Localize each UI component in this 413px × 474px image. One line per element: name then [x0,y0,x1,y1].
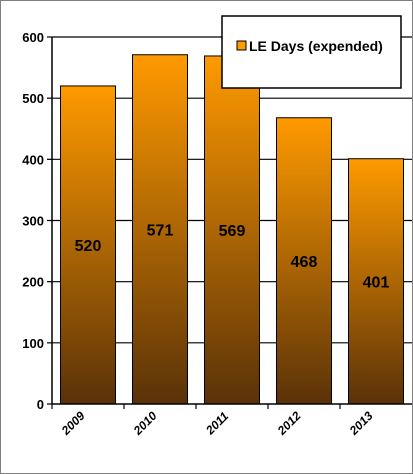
y-tick-labels: 0 100 200 300 400 500 600 [22,30,44,412]
x-tick-label-2012: 2012 [274,409,304,439]
bar-2011 [204,55,260,405]
x-tick-label-2013: 2013 [346,409,376,439]
x-tick-label-2009: 2009 [58,409,88,439]
y-tick-label-300: 300 [22,214,44,229]
y-tick-label-200: 200 [22,275,44,290]
legend-swatch [236,40,247,51]
bar-2013 [348,158,404,405]
data-label-2009: 520 [75,238,102,255]
data-label-2011: 569 [219,223,246,240]
y-tick-label-600: 600 [22,30,44,45]
x-tick-labels: 2009 2010 2011 2012 2013 [58,409,376,439]
data-label-2012: 468 [291,254,318,271]
legend-label: LE Days (expended) [249,38,383,54]
legend: LE Days (expended) [221,15,402,89]
bars [60,54,404,405]
y-tick-label-100: 100 [22,336,44,351]
y-tick-label-500: 500 [22,91,44,106]
x-tick-label-2010: 2010 [130,409,160,439]
x-tick-label-2011: 2011 [202,409,231,438]
y-tick-label-0: 0 [37,397,44,412]
axes [51,37,412,409]
y-tick-label-400: 400 [22,152,44,167]
legend-box [221,15,402,89]
data-label-2013: 401 [363,274,390,291]
data-labels: 520 571 569 468 401 [75,222,390,291]
bar-2009 [60,85,116,405]
data-label-2010: 571 [147,222,174,239]
bar-2010 [132,54,188,405]
